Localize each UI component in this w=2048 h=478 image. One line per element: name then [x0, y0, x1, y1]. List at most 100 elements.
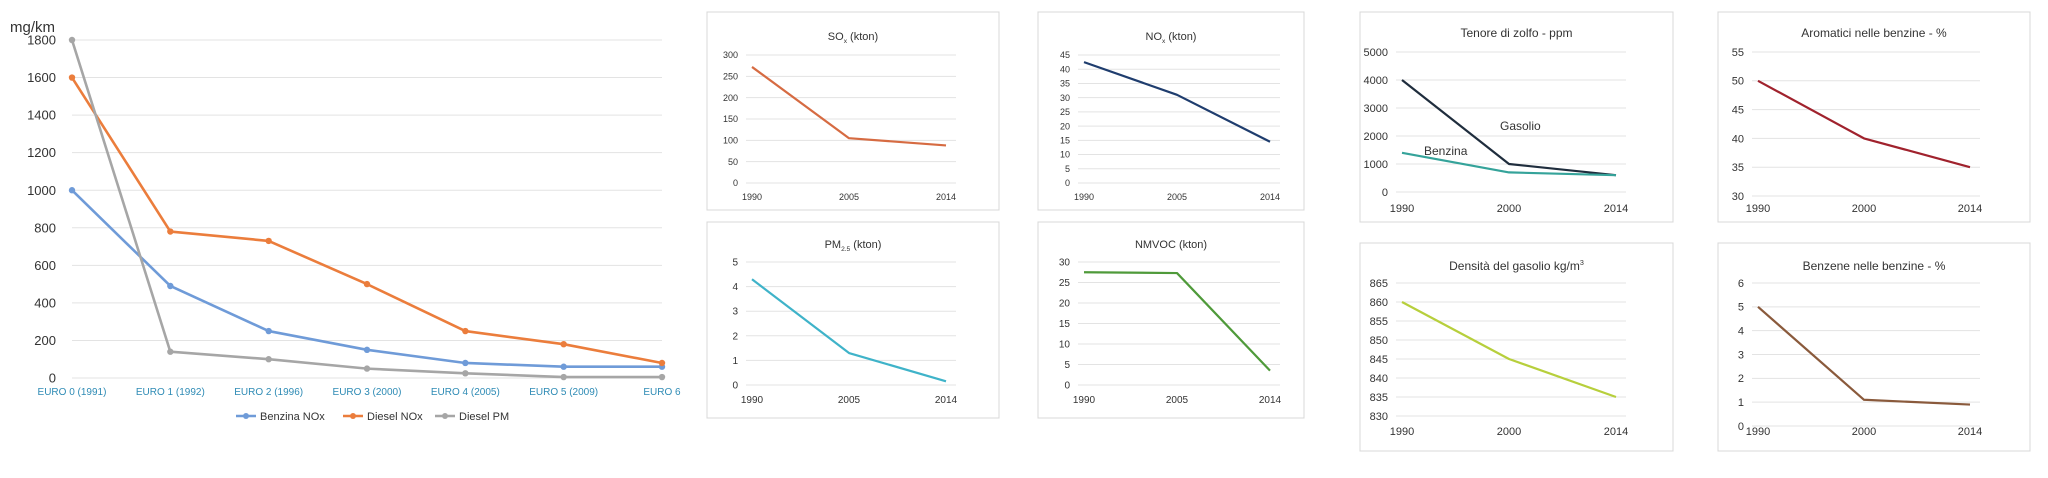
y-tick-label: 1 [1738, 397, 1744, 409]
chart-title: Benzene nelle benzine - % [1803, 259, 1946, 273]
y-tick-label: 10 [1060, 150, 1070, 160]
y-tick-label: 20 [1059, 299, 1071, 310]
y-tick-label: 3 [732, 307, 738, 318]
y-tick-label: 300 [723, 50, 738, 60]
x-tick-label: EURO 2 (1996) [234, 387, 303, 398]
data-point [658, 359, 666, 367]
y-tick-label: 0 [732, 381, 738, 392]
y-tick-label: 1200 [27, 145, 56, 160]
legend-marker [243, 413, 249, 419]
x-tick-label: EURO 3 (2000) [333, 387, 402, 398]
data-point [363, 365, 371, 372]
legend-label: Diesel NOx [367, 411, 423, 423]
y-tick-label: 2 [732, 331, 738, 342]
data-point [167, 282, 174, 290]
data-point [167, 228, 174, 235]
chart-title-main: PM [825, 239, 842, 251]
x-tick-label: 2014 [1958, 426, 1982, 438]
y-tick-label: 200 [723, 93, 738, 103]
y-tick-label: 2000 [1364, 131, 1388, 143]
chart-title-suffix: (kton) [847, 31, 878, 43]
chart-title-main: SO [828, 31, 844, 43]
chart-no: NOx (kton) 0 5 10 15 20 25 30 35 40 45 1990 2005 2014 [1037, 11, 1305, 211]
y-tick-label: 15 [1059, 319, 1071, 330]
y-tick-label: 0 [1064, 381, 1070, 392]
data-point [560, 341, 567, 348]
y-tick-label: 4000 [1364, 75, 1388, 87]
y-tick-label: 40 [1732, 133, 1744, 145]
x-tick-label: EURO 5 (2009) [529, 387, 598, 398]
y-tick-label: 1400 [27, 108, 56, 123]
data-point [363, 280, 371, 288]
y-tick-label: 45 [1732, 104, 1744, 116]
chart-title-suffix: (kton) [1165, 31, 1196, 43]
y-tick-label: 1000 [1364, 159, 1388, 171]
series-line [1083, 271, 1271, 372]
y-tick-label: 30 [1060, 93, 1070, 103]
chart-title: NOx (kton) [1146, 31, 1197, 45]
y-tick-label: 5 [732, 258, 738, 269]
chart-title-subscript: 2.5 [841, 246, 850, 253]
chart-panel [1359, 242, 1674, 452]
x-tick-label: 1990 [741, 395, 764, 406]
y-tick-label: 150 [723, 114, 738, 124]
y-tick-label: 250 [723, 71, 738, 81]
y-tick-label: 200 [34, 333, 56, 348]
y-tick-label: 400 [34, 295, 56, 310]
y-tick-label: 830 [1370, 411, 1388, 423]
y-tick-label: 25 [1060, 107, 1070, 117]
y-tick-label: 50 [1732, 76, 1744, 88]
chart-nmvoc: NMVOC (kton) 0 5 10 15 20 25 30 1990 2005 2014 [1037, 221, 1305, 419]
chart-title-main: Densità del gasolio kg/m [1449, 259, 1580, 273]
y-tick-label: 4 [1738, 326, 1744, 338]
x-tick-label: 2000 [1497, 426, 1521, 438]
chart-title: SOx (kton) [828, 31, 878, 45]
y-tick-label: 865 [1370, 278, 1388, 290]
x-tick-label: 1990 [1746, 426, 1770, 438]
y-tick-label: 4 [732, 282, 738, 293]
series-line [1401, 79, 1617, 177]
y-tick-label: 1600 [27, 70, 56, 85]
y-tick-label: 30 [1059, 258, 1071, 269]
series-line [1757, 306, 1971, 406]
chart-title: Aromatici nelle benzine - % [1801, 26, 1947, 40]
chart-euro: mg/km 0 200 400 600 800 1000 1200 1400 1600 1800 EU… [10, 19, 681, 423]
y-tick-label: 1000 [27, 183, 56, 198]
series-line [1757, 79, 1971, 169]
chart-panel [1717, 242, 2031, 452]
x-tick-label: 2014 [1604, 426, 1628, 438]
y-tick-label: 800 [34, 220, 56, 235]
chart-panel [1359, 11, 1674, 223]
x-tick-label: EURO 1 (1992) [136, 387, 205, 398]
x-tick-label: EURO 0 (1991) [38, 387, 107, 398]
x-tick-label: 2005 [839, 192, 859, 202]
data-point [265, 327, 272, 335]
chart-panel [706, 221, 1000, 419]
x-tick-label: 1990 [1746, 203, 1770, 215]
series-line [70, 39, 662, 379]
y-tick-label: 840 [1370, 373, 1388, 385]
y-tick-label: 5 [1738, 302, 1744, 314]
chart-title-suffix: (kton) [850, 239, 881, 251]
y-tick-label: 0 [1382, 187, 1388, 199]
chart-benzene: Benzene nelle benzine - % 0 1 2 3 4 5 6 1990 2000… [1717, 242, 2031, 452]
x-tick-label: 2000 [1852, 203, 1876, 215]
y-tick-label: 100 [723, 135, 738, 145]
data-point [560, 363, 567, 370]
chart-pm: PM2.5 (kton) 0 1 2 3 4 5 1990 2005 2014 [706, 221, 1000, 419]
x-tick-label: EURO 4 (2005) [431, 387, 500, 398]
series-line [1401, 301, 1617, 399]
y-tick-label: 35 [1060, 79, 1070, 89]
y-axis-label: mg/km [10, 19, 55, 36]
y-tick-label: 850 [1370, 335, 1388, 347]
data-point [560, 373, 567, 381]
y-tick-label: 30 [1732, 191, 1744, 203]
x-tick-label: 2014 [1260, 192, 1280, 202]
series-line [1083, 61, 1271, 143]
data-point [265, 237, 272, 245]
x-tick-label: 2014 [1604, 203, 1628, 215]
y-tick-label: 5000 [1364, 47, 1388, 59]
y-tick-label: 10 [1059, 340, 1071, 351]
y-tick-label: 855 [1370, 316, 1388, 328]
